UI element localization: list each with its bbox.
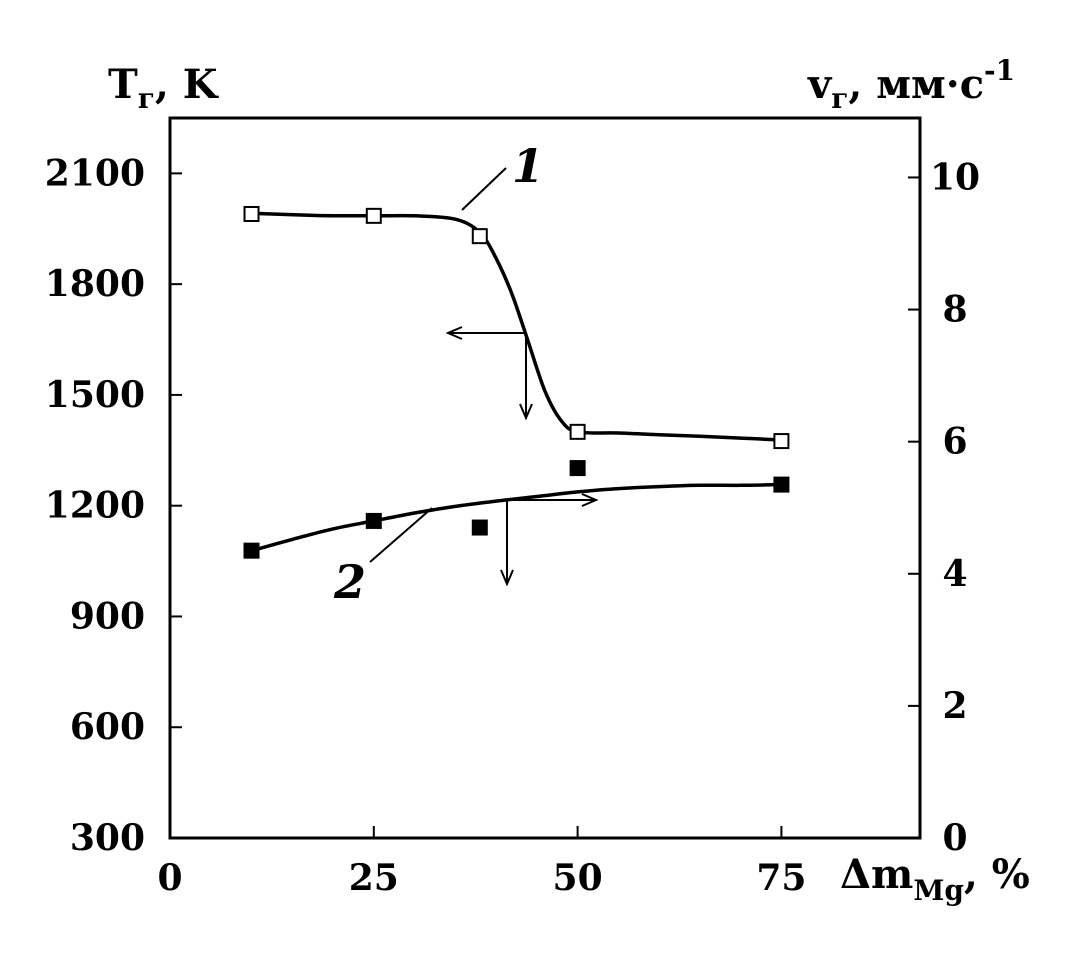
series-2-point [773, 476, 790, 493]
left-axis-tick-label: 1500 [45, 374, 145, 416]
right-axis-tick-label: 8 [942, 289, 967, 331]
curve-2-label: 2 [333, 555, 366, 609]
left-axis-tick-label: 1200 [45, 485, 145, 527]
right-axis-tick-label: 4 [942, 553, 967, 595]
series-1-point [365, 207, 382, 224]
curve-1-arrowhead-down [519, 403, 533, 421]
left-axis-title-sub: г [138, 82, 155, 115]
curve-1-leader [461, 167, 507, 211]
x-axis-tick-label: 50 [553, 857, 603, 899]
series-2-point [569, 460, 586, 477]
left-axis-tick-label: 2100 [45, 152, 145, 194]
x-axis-title-unit: , % [964, 851, 1030, 898]
left-axis-title: Tг, K [108, 61, 219, 115]
x-axis-tick-label: 25 [349, 857, 399, 899]
curve-2-arrowhead-right [581, 493, 599, 507]
right-axis-tick-label: 6 [942, 421, 967, 463]
plot-frame [168, 116, 922, 840]
x-axis-tick-label: 75 [756, 857, 806, 899]
right-axis-title-main: v [807, 61, 833, 108]
right-axis-ticks: 0 2 4 6 8 10 [908, 156, 980, 859]
series-1-point [243, 206, 260, 222]
axis-arrows [369, 167, 599, 587]
left-axis-tick-label: 600 [70, 706, 145, 748]
right-axis-title-sub: г [831, 82, 848, 115]
right-axis-tick-label: 0 [942, 817, 967, 859]
series-2-point [243, 542, 260, 559]
x-axis-title-main: Δm [840, 851, 913, 898]
left-axis-tick-label: 900 [70, 595, 145, 637]
curve-2-leader [369, 507, 433, 563]
x-axis-title-sub: Mg [913, 874, 964, 907]
curve-2-arrowhead-down [500, 569, 514, 587]
left-axis-tick-label: 1800 [45, 263, 145, 305]
right-axis-title-unit: , мм·с [848, 61, 984, 108]
right-axis-title: vг, мм·с-1 [807, 54, 1015, 115]
right-axis-tick-label: 2 [942, 685, 967, 727]
series-1-point [471, 228, 488, 245]
series-1-line [251, 211, 782, 442]
left-axis-tick-label: 300 [70, 817, 145, 859]
left-axis-title-main: T [108, 61, 138, 108]
x-axis-ticks: 0 25 50 75 [157, 826, 806, 899]
x-axis-tick-label: 0 [157, 857, 182, 899]
curve-1-label: 1 [512, 139, 544, 193]
left-axis-title-unit: , K [155, 61, 219, 108]
series-layer [243, 206, 790, 559]
left-axis-ticks: 300 600 900 1200 1500 1800 2100 [45, 152, 182, 859]
x-axis-title: ΔmMg, % [840, 851, 1030, 907]
series-2-point [365, 512, 382, 529]
series-1-point [569, 423, 586, 440]
right-axis-tick-label: 10 [930, 156, 980, 198]
series-1-point [773, 433, 790, 450]
series-2-point [471, 519, 488, 536]
curve-1-arrowhead-left [445, 326, 463, 340]
series-2-line [251, 482, 782, 553]
right-axis-title-sup: -1 [984, 54, 1015, 87]
